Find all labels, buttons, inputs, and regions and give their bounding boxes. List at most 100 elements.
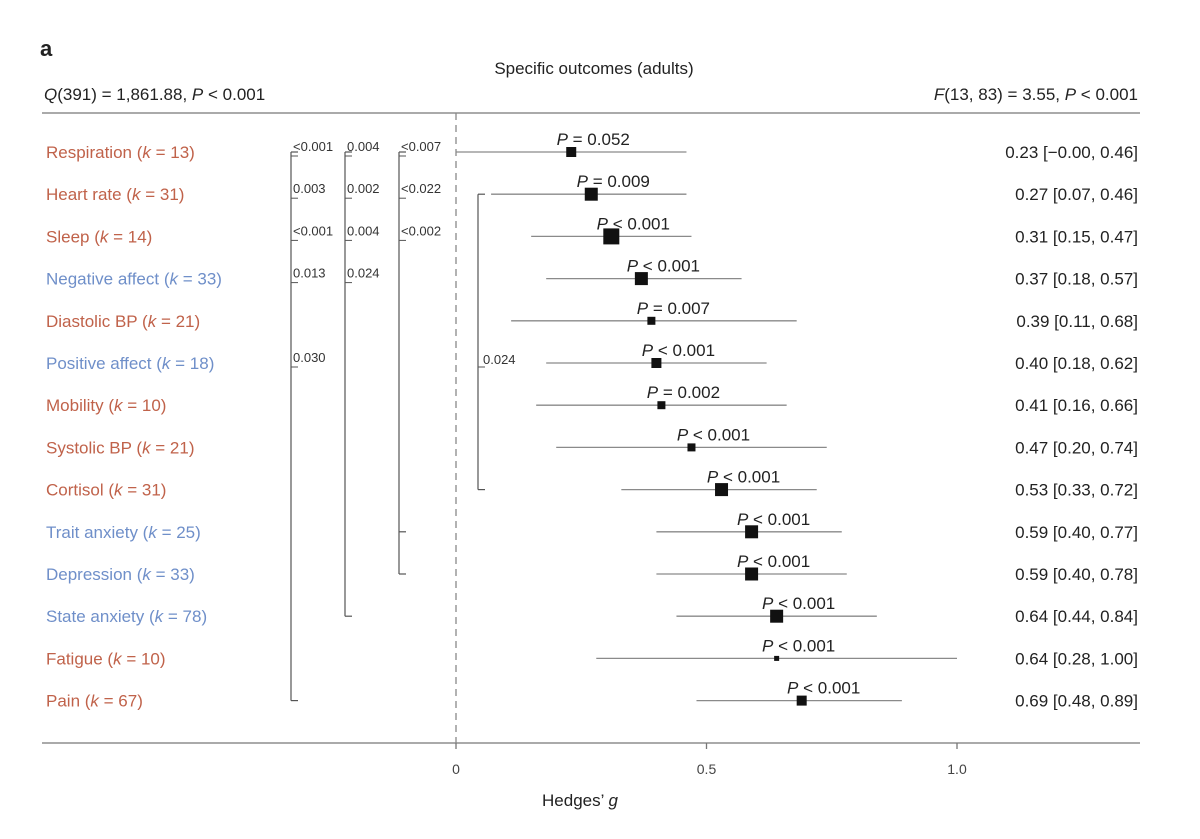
bracket-p-label: 0.024: [483, 352, 516, 367]
outcome-name: Heart rate (: [46, 185, 132, 204]
x-axis-ticks: 0 0.5 1.0: [452, 743, 967, 777]
k-letter: k: [148, 312, 158, 331]
x-axis-label: Hedges’ g: [542, 791, 618, 810]
k-value: = 10): [123, 396, 167, 415]
k-value: = 31): [140, 185, 184, 204]
effect-ci-text: 0.59 [0.40, 0.77]: [1015, 523, 1138, 542]
p-value-label: P < 0.001: [737, 510, 810, 529]
outcome-row: Diastolic BP (k = 21) P = 0.007 0.39 [0.11…: [46, 299, 1138, 331]
outcome-name: Depression (: [46, 565, 143, 584]
effect-ci-text: 0.64 [0.44, 0.84]: [1015, 607, 1138, 626]
p-value-label: P = 0.009: [577, 172, 650, 191]
outcome-row: Sleep (k = 14) P < 0.001 0.31 [0.15, 0.47]: [46, 214, 1138, 246]
k-value: = 21): [156, 312, 200, 331]
effect-ci-text: 0.69 [0.48, 0.89]: [1015, 692, 1138, 711]
effect-ci-text: 0.31 [0.15, 0.47]: [1015, 227, 1138, 246]
p-value: = 0.009: [588, 172, 650, 191]
outcome-label: Mobility (k = 10): [46, 396, 166, 415]
p-value: < 0.001: [638, 257, 700, 276]
x-tick-label: 1.0: [947, 761, 967, 777]
p-letter: P: [737, 510, 749, 529]
k-letter: k: [113, 649, 123, 668]
p-value-label: P < 0.001: [642, 341, 715, 360]
bracket-p-label: 0.004: [347, 223, 380, 238]
k-letter: k: [142, 438, 152, 457]
comparison-bracket: 0.024: [477, 193, 516, 491]
effect-ci-text: 0.23 [−0.00, 0.46]: [1005, 143, 1138, 162]
outcome-row: Negative affect (k = 33) P < 0.001 0.37 [0…: [46, 257, 1138, 289]
outcome-label: Negative affect (k = 33): [46, 270, 222, 289]
effect-ci-text: 0.27 [0.07, 0.46]: [1015, 185, 1138, 204]
k-value: = 10): [122, 649, 166, 668]
p-letter: P: [627, 257, 639, 276]
x-label-text: Hedges’: [542, 791, 608, 810]
outcome-label: Diastolic BP (k = 21): [46, 312, 200, 331]
effect-ci-text: 0.39 [0.11, 0.68]: [1016, 312, 1138, 331]
outcome-label: Respiration (k = 13): [46, 143, 195, 162]
outcome-label: Positive affect (k = 18): [46, 354, 214, 373]
point-estimate: [584, 187, 598, 201]
bracket-p-label: 0.030: [293, 350, 326, 365]
p-value-label: P = 0.007: [637, 299, 710, 318]
comparison-bracket: 0.004 0.002 0.004 0.024: [344, 139, 380, 617]
outcome-row: Depression (k = 33) P < 0.001 0.59 [0.40, …: [46, 552, 1138, 584]
p-letter: P: [707, 468, 719, 487]
p-value-label: P < 0.001: [597, 214, 670, 233]
outcome-row: Mobility (k = 10) P = 0.002 0.41 [0.16, 0.…: [46, 383, 1138, 415]
bracket-p-label: 0.024: [347, 266, 380, 281]
p-value-label: P < 0.001: [627, 257, 700, 276]
outcome-row: Pain (k = 67) P < 0.001 0.69 [0.48, 0.89]: [46, 679, 1138, 711]
outcome-label: Sleep (k = 14): [46, 227, 152, 246]
k-letter: k: [162, 354, 172, 373]
effect-ci-text: 0.64 [0.28, 1.00]: [1015, 649, 1138, 668]
point-estimate: [770, 609, 784, 623]
p-value-label: P < 0.001: [762, 594, 835, 613]
point-estimate: [745, 567, 759, 581]
outcome-row: Respiration (k = 13) P = 0.052 0.23 [−0.00…: [46, 130, 1138, 162]
effect-ci-text: 0.47 [0.20, 0.74]: [1015, 438, 1138, 457]
comparison-bracket: <0.001 0.003 <0.001 0.013 0.030: [290, 139, 333, 702]
effect-ci-text: 0.59 [0.40, 0.78]: [1015, 565, 1138, 584]
k-value: = 25): [157, 523, 201, 542]
moderator-f-stat: F(13, 83) = 3.55, P < 0.001: [934, 85, 1138, 104]
point-estimate: [651, 358, 662, 368]
p-letter: P: [577, 172, 589, 191]
outcome-label: Fatigue (k = 10): [46, 649, 166, 668]
outcome-label: Systolic BP (k = 21): [46, 438, 195, 457]
k-letter: k: [114, 481, 124, 500]
comparison-bracket: <0.007 <0.022 <0.002: [398, 139, 441, 575]
p-value-label: P < 0.001: [707, 468, 780, 487]
k-letter: k: [148, 523, 158, 542]
p-value: < 0.001: [748, 552, 810, 571]
outcome-name: Systolic BP (: [46, 438, 142, 457]
k-value: = 13): [151, 143, 195, 162]
k-letter: k: [142, 143, 152, 162]
k-value: = 31): [123, 481, 167, 500]
outcome-label: State anxiety (k = 78): [46, 607, 207, 626]
q-value: (391) = 1,861.88,: [57, 85, 192, 104]
heterogeneity-q-stat: Q(391) = 1,861.88, P < 0.001: [44, 85, 265, 104]
point-estimate: [745, 525, 759, 539]
p-value-label: P < 0.001: [737, 552, 810, 571]
p-value: < 0.001: [798, 679, 860, 698]
outcome-name: Fatigue (: [46, 649, 113, 668]
k-letter: k: [142, 565, 152, 584]
p-value-label: P = 0.052: [557, 130, 630, 149]
point-estimate: [687, 443, 696, 452]
outcome-name: Respiration (: [46, 143, 143, 162]
f-value: (13, 83) = 3.55,: [944, 85, 1065, 104]
point-estimate: [715, 483, 729, 497]
point-estimate: [657, 401, 666, 410]
point-estimate: [647, 316, 656, 325]
bracket-p-label: 0.013: [293, 266, 326, 281]
x-tick-label: 0: [452, 761, 460, 777]
p-value: = 0.002: [658, 383, 720, 402]
x-tick-label: 0.5: [697, 761, 717, 777]
p-value: < 0.001: [773, 636, 835, 655]
bracket-p-label: <0.001: [293, 139, 333, 154]
effect-ci-text: 0.41 [0.16, 0.66]: [1015, 396, 1138, 415]
panel-label: a: [40, 36, 53, 61]
p-value: < 0.001: [688, 425, 750, 444]
k-letter: k: [155, 607, 165, 626]
outcome-row: Trait anxiety (k = 25) P < 0.001 0.59 [0.4…: [46, 510, 1138, 542]
